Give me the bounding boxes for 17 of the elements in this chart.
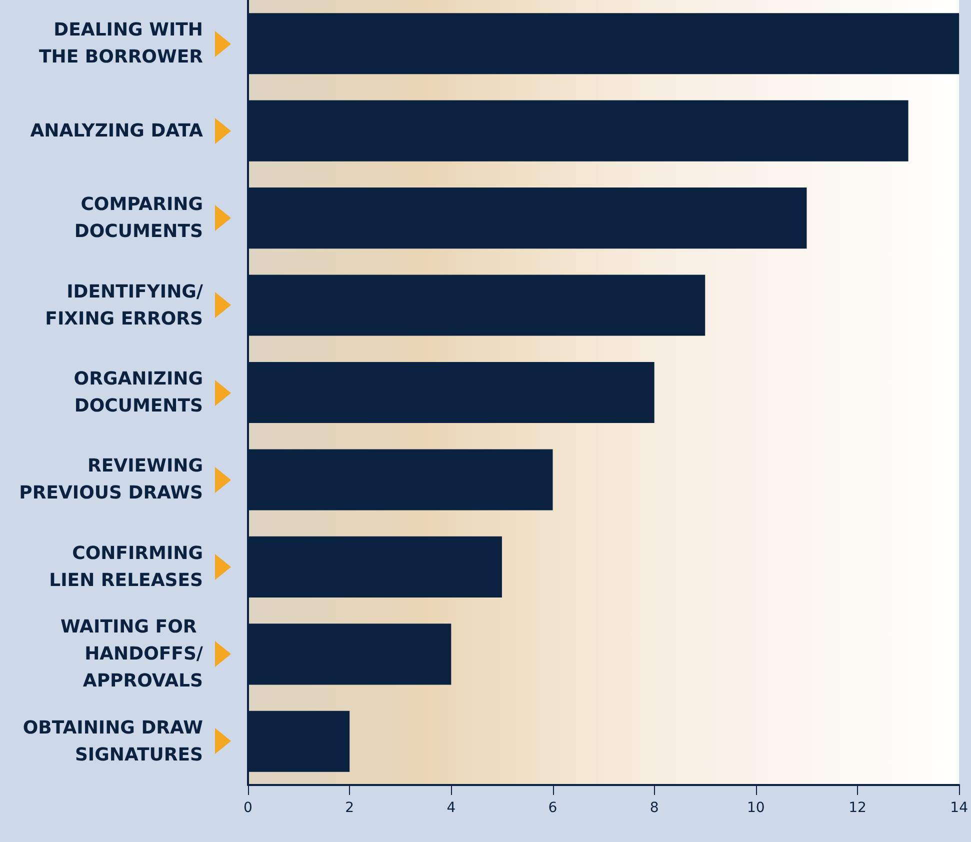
x-tick-label: 8: [650, 800, 659, 816]
x-tick-label: 4: [446, 800, 456, 816]
x-tick-label: 12: [848, 800, 866, 816]
x-tick-label: 6: [548, 800, 558, 816]
x-tick-label: 14: [950, 800, 968, 816]
y-tick-label: ANALYZING DATA: [30, 120, 204, 142]
y-tick-label: ORGANIZING DOCUMENTS: [74, 368, 203, 416]
y-tick-label: OBTAINING DRAW SIGNATURES: [22, 717, 204, 766]
y-tick-label: CONFIRMING LIEN RELEASES: [49, 542, 203, 591]
y-tick-label: WAITING FOR HANDOFFS/ APPROVALS: [60, 616, 204, 692]
y-tick-label: COMPARING DOCUMENTS: [74, 194, 203, 242]
y-tick-label: DEALING WITH THE BORROWER: [39, 20, 204, 68]
x-tick-label: 2: [345, 800, 354, 816]
y-tick-label: IDENTIFYING/ FIXING ERRORS: [45, 281, 204, 330]
x-tick-label: 0: [244, 800, 252, 816]
x-tick-label: 10: [747, 800, 765, 816]
y-tick-label: REVIEWING PREVIOUS DRAWS: [19, 456, 203, 504]
